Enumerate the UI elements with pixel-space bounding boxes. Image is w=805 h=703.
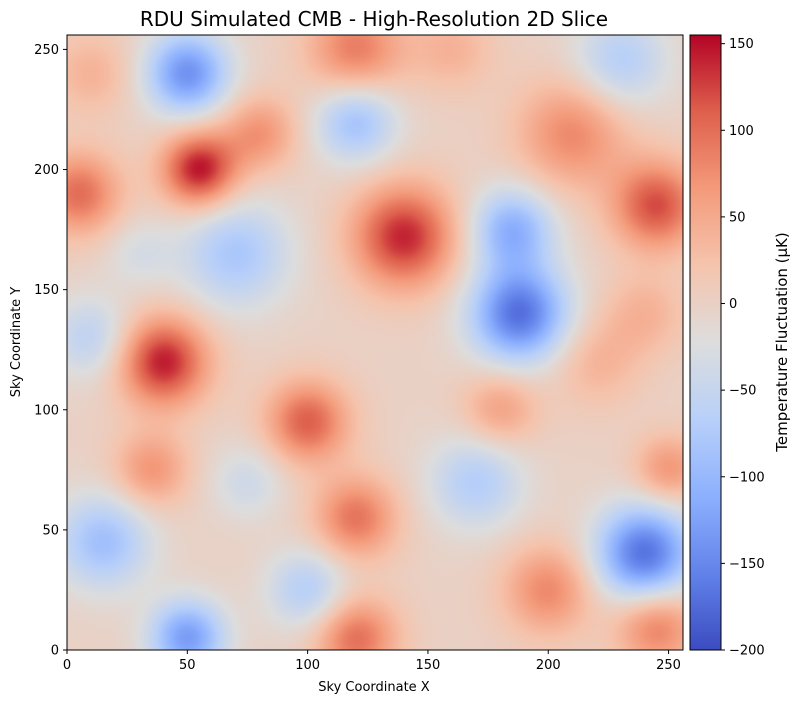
x-tick-label: 50 [179, 658, 196, 673]
x-axis-label: Sky Coordinate X [318, 680, 430, 695]
y-tick-label: 250 [34, 43, 59, 58]
colorbar-tick-label: −150 [729, 557, 765, 572]
x-tick-label: 200 [536, 658, 561, 673]
y-axis-label: Sky Coordinate Y [9, 287, 24, 398]
colorbar-tick-label: 100 [729, 124, 754, 139]
colorbar-ticks: 150 100 50 0 −50 −100 −150 −200 [721, 37, 765, 659]
colorbar [689, 34, 722, 651]
y-tick-label: 100 [34, 403, 59, 418]
x-tick-label: 100 [295, 658, 320, 673]
y-tick-label: 150 [34, 283, 59, 298]
colorbar-tick-label: 150 [729, 37, 754, 52]
plot-frame [66, 34, 684, 651]
colorbar-tick-label: −200 [729, 644, 765, 659]
y-tick-label: 50 [42, 523, 59, 538]
heatmap-image [67, 35, 683, 650]
y-axis-ticks: 0 50 100 150 200 250 [34, 43, 67, 659]
x-tick-label: 250 [656, 658, 681, 673]
x-axis-ticks: 0 50 100 150 200 250 [63, 650, 681, 673]
colorbar-tick-label: −100 [729, 470, 765, 485]
y-tick-label: 200 [34, 163, 59, 178]
colorbar-tick-label: 0 [729, 297, 737, 312]
colorbar-tick-label: −50 [729, 384, 756, 399]
x-tick-label: 0 [63, 658, 71, 673]
x-tick-label: 150 [416, 658, 441, 673]
colorbar-tick-label: 50 [729, 210, 746, 225]
y-tick-label: 0 [51, 644, 59, 659]
colorbar-label: Temperature Fluctuation (μK) [773, 232, 791, 453]
chart-title: RDU Simulated CMB - High-Resolution 2D S… [140, 7, 608, 31]
